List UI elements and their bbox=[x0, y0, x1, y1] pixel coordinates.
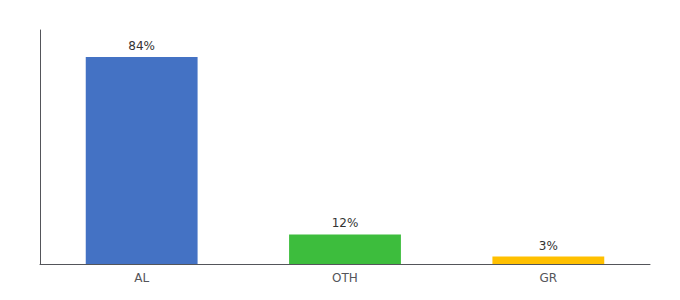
svg-text:GR: GR bbox=[540, 271, 558, 285]
svg-text:12%: 12% bbox=[332, 216, 359, 230]
svg-text:AL: AL bbox=[134, 271, 149, 285]
svg-text:84%: 84% bbox=[128, 39, 155, 53]
svg-text:3%: 3% bbox=[539, 239, 558, 253]
svg-text:OTH: OTH bbox=[332, 271, 358, 285]
